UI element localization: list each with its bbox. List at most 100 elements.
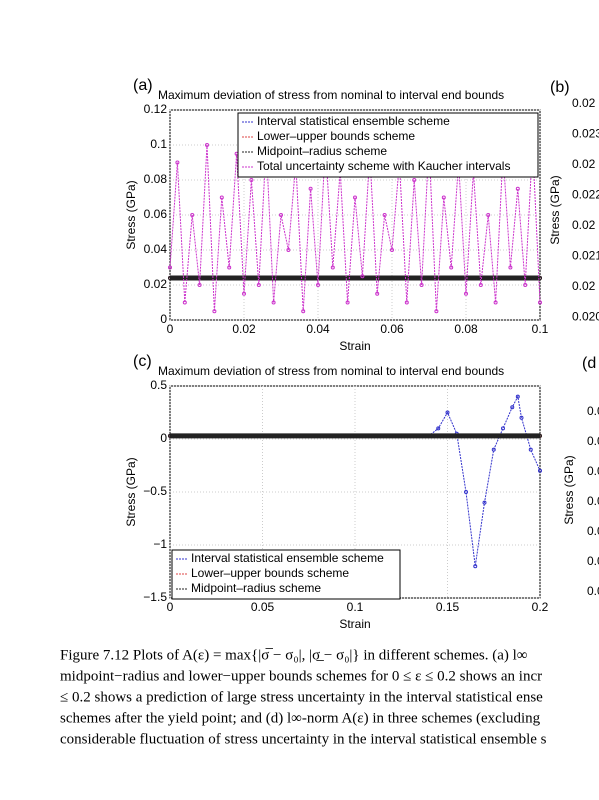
point [445,410,450,415]
y-axis-label: Stress (GPa) [548,175,562,244]
x-tick-label: 0.1 [347,600,364,614]
y-tick-label: 0.022 [572,188,599,202]
point [249,178,254,182]
point [501,426,505,431]
x-axis-label: Strain [339,339,370,353]
x-tick-label: 0.06 [380,322,404,336]
y-tick-label: 0.020 [572,310,599,324]
caption-line: considerable fluctuation of stress uncer… [60,731,547,747]
legend-label: Total uncertainty scheme with Kaucher in… [257,159,510,173]
chart-title: Maximum deviation of stress from nominal… [158,88,504,102]
y-tick-label: 0.0 [587,494,599,508]
point [508,265,513,270]
point [205,143,209,147]
x-tick-label: 0.08 [454,322,478,336]
point [197,283,202,287]
y-tick-label: 0.06 [144,207,168,221]
point [538,300,542,305]
point [279,213,283,217]
caption-line: Figure 7.12 Plots of A(ε) = max{|σ̅ − σ₀… [60,647,528,663]
legend-label: Lower–upper bounds scheme [257,129,415,143]
point [242,291,246,296]
legend-label: Interval statistical ensemble scheme [191,551,384,565]
panel-label: (d [582,355,596,372]
y-tick-label: 0.02 [572,218,596,232]
point [301,309,306,314]
y-tick-label: 0.0 [587,524,599,538]
y-tick-label: 0.02 [572,279,596,293]
point [510,405,515,410]
point [168,265,172,270]
point [404,300,409,305]
point [528,447,533,452]
chart-title: Maximum deviation of stress from nominal… [158,364,504,378]
caption-line: midpoint−radius and lower−upper bounds s… [60,668,542,684]
point [491,447,496,452]
y-tick-label: 0.0 [587,554,599,568]
point [256,283,261,287]
point [353,195,357,200]
legend-box [171,549,401,600]
point [219,195,224,200]
point [412,178,417,182]
point [515,394,520,399]
point [519,415,524,420]
point [473,564,478,569]
legend-label: Lower–upper bounds scheme [191,566,349,580]
point [182,300,187,305]
y-axis-label: Stress (GPa) [124,180,138,249]
point [493,300,498,305]
point [227,265,232,270]
y-tick-label: 0 [160,312,167,326]
x-tick-label: 0.2 [532,600,549,614]
series-line [169,144,541,312]
point [382,213,387,217]
point [175,160,180,165]
point [478,283,483,287]
point [436,426,441,431]
point [523,283,528,287]
point [212,309,217,314]
y-tick-label: 0.02 [144,277,168,291]
panel-label: (c) [133,353,152,370]
y-tick-label: 0.0 [587,584,599,598]
point [360,274,365,279]
y-tick-label: 0 [160,431,167,445]
point [464,291,468,296]
point [538,468,542,473]
point [434,309,439,314]
y-tick-label: 0.0 [587,434,599,448]
panel-label: (a) [133,77,153,94]
point [271,300,276,305]
caption-line: schemes after the yield point; and (d) l… [60,710,541,726]
legend-label: Interval statistical ensemble scheme [257,114,450,128]
y-tick-label: 0.021 [572,249,599,263]
point [345,300,350,305]
x-tick-label: 0.05 [251,600,275,614]
point [449,265,454,270]
y-tick-label: 0.0 [587,464,599,478]
y-tick-label: 0.5 [150,378,167,392]
point [486,213,491,217]
point [168,433,172,438]
y-tick-label: 0.0 [587,404,599,418]
y-tick-label: 0.12 [144,102,168,116]
y-tick-label: 0.023 [572,127,599,141]
point [390,248,394,252]
point [482,500,487,505]
caption-line: ≤ 0.2 shows a prediction of large stress… [60,689,543,705]
point [316,283,320,287]
point [419,283,424,287]
point [538,433,542,438]
y-tick-label: −0.5 [143,484,167,498]
point [330,265,335,270]
x-tick-label: 0 [167,600,174,614]
x-tick-label: 0 [167,322,174,336]
point [308,186,313,191]
y-tick-label: 0.02 [572,157,596,171]
point [441,195,446,200]
y-tick-label: 0.1 [150,137,167,151]
y-tick-label: 0.08 [144,172,168,186]
point [286,248,291,252]
